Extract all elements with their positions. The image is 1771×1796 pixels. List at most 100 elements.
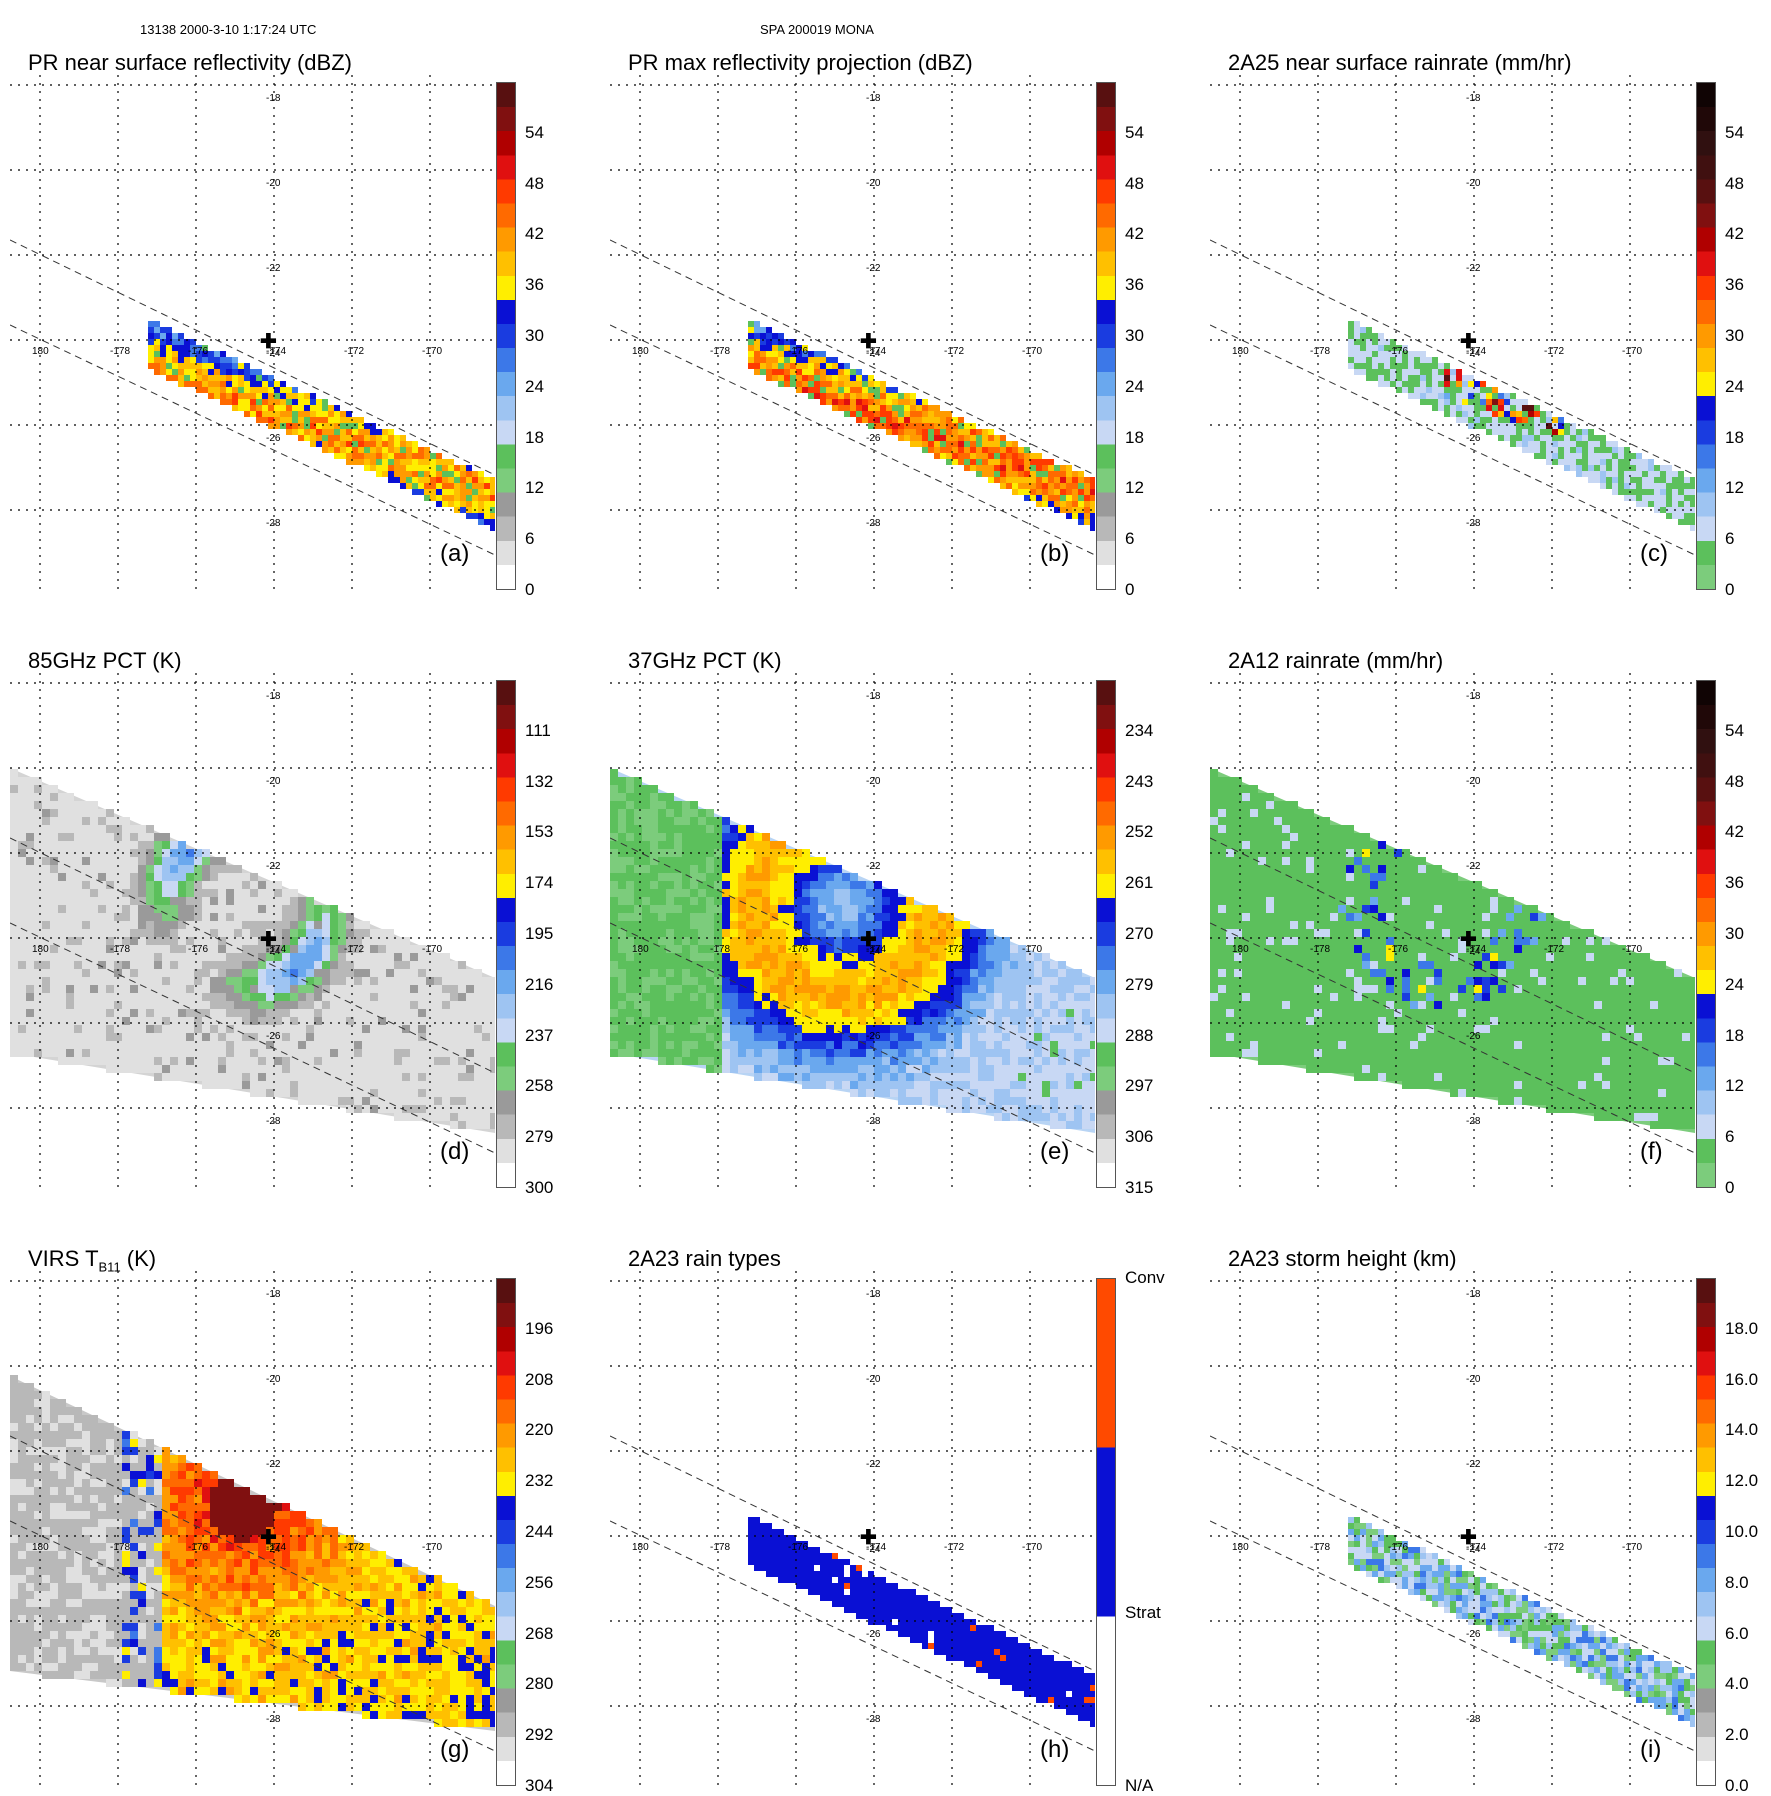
pixel-cell [478,501,484,507]
pixel-cell [898,1001,906,1009]
pixel-cell [1594,441,1600,447]
pixel-cell [66,969,74,977]
pixel-cell [1042,993,1050,1001]
pixel-cell [1012,459,1018,465]
pixel-cell [842,969,850,977]
pixel-cell [786,977,794,985]
pixel-cell [354,1089,362,1097]
pixel-cell [466,993,474,1001]
pixel-cell [880,423,886,429]
pixel-cell [314,1073,322,1081]
pixel-cell [1426,375,1432,381]
pixel-cell [1058,1041,1066,1049]
pixel-cell [42,897,50,905]
pixel-cell [988,459,994,465]
pixel-cell [650,921,658,929]
pixel-cell [338,1097,346,1105]
pixel-cell [1010,1041,1018,1049]
pixel-cell [954,1025,962,1033]
pixel-cell [450,1113,458,1121]
pixel-cell [292,411,298,417]
pixel-cell [166,375,172,381]
pixel-cell [850,1057,858,1065]
pixel-cell [1042,977,1050,985]
pixel-cell [674,945,682,953]
pixel-cell [778,1049,786,1057]
pixel-cell [82,1017,90,1025]
pixel-cell [258,897,266,905]
pixel-cell [892,411,898,417]
pixel-cell [442,495,448,501]
pixel-cell [338,985,346,993]
pixel-cell [666,1033,674,1041]
pixel-cell [940,447,946,453]
pixel-cell [874,921,882,929]
pixel-cell [754,1057,762,1065]
pixel-cell [202,889,210,897]
pixel-cell [10,1041,18,1049]
pixel-cell [250,1009,258,1017]
lon-tick-label: -178 [110,346,130,357]
pixel-cell [1006,441,1012,447]
pixel-cell [626,857,634,865]
pixel-cell [1000,453,1006,459]
pixel-cell [842,945,850,953]
pixel-cell [210,1049,218,1057]
pixel-cell [130,865,138,873]
pixel-cell [74,857,82,865]
pixel-cell [994,453,1000,459]
pixel-cell [626,817,634,825]
pixel-cell [18,905,26,913]
pixel-cell [242,1001,250,1009]
pixel-cell [226,913,234,921]
pixel-cell [746,1017,754,1025]
pixel-cell [1564,429,1570,435]
pixel-cell [626,969,634,977]
pixel-cell [1522,429,1528,435]
pixel-cell [898,921,906,929]
pixel-cell [1010,969,1018,977]
pixel-cell [882,897,890,905]
pixel-cell [760,327,766,333]
pixel-cell [760,357,766,363]
pixel-cell [934,417,940,423]
pixel-cell [970,1081,978,1089]
pixel-cell [352,453,358,459]
pixel-cell [410,1065,418,1073]
pixel-cell [618,1001,626,1009]
pixel-cell [634,841,642,849]
pixel-cell [378,985,386,993]
pixel-cell [210,913,218,921]
pixel-cell [730,905,738,913]
pixel-cell [1078,495,1084,501]
pixel-cell [674,1041,682,1049]
pixel-cell [1012,477,1018,483]
pixel-cell [290,985,298,993]
pixel-cell [1084,519,1090,525]
pixel-cell [754,1073,762,1081]
pixel-cell [10,769,18,777]
pixel-cell [698,985,706,993]
pixel-cell [58,825,66,833]
pixel-cell [1384,375,1390,381]
pixel-cell [310,435,316,441]
pixel-cell [1036,501,1042,507]
pixel-cell [322,1009,330,1017]
pixel-cell [154,993,162,1001]
pixel-cell [626,841,634,849]
pixel-cell [402,945,410,953]
pixel-cell [970,969,978,977]
pixel-cell [1426,399,1432,405]
pixel-cell [202,381,208,387]
pixel-cell [418,961,426,969]
pixel-cell [666,889,674,897]
pixel-cell [34,889,42,897]
pixel-cell [474,1081,482,1089]
pixel-cell [466,465,472,471]
pixel-cell [1612,453,1618,459]
pixel-cell [1642,477,1648,483]
pixel-cell [810,969,818,977]
pixel-cell [376,447,382,453]
pixel-cell [682,817,690,825]
pixel-cell [1600,435,1606,441]
